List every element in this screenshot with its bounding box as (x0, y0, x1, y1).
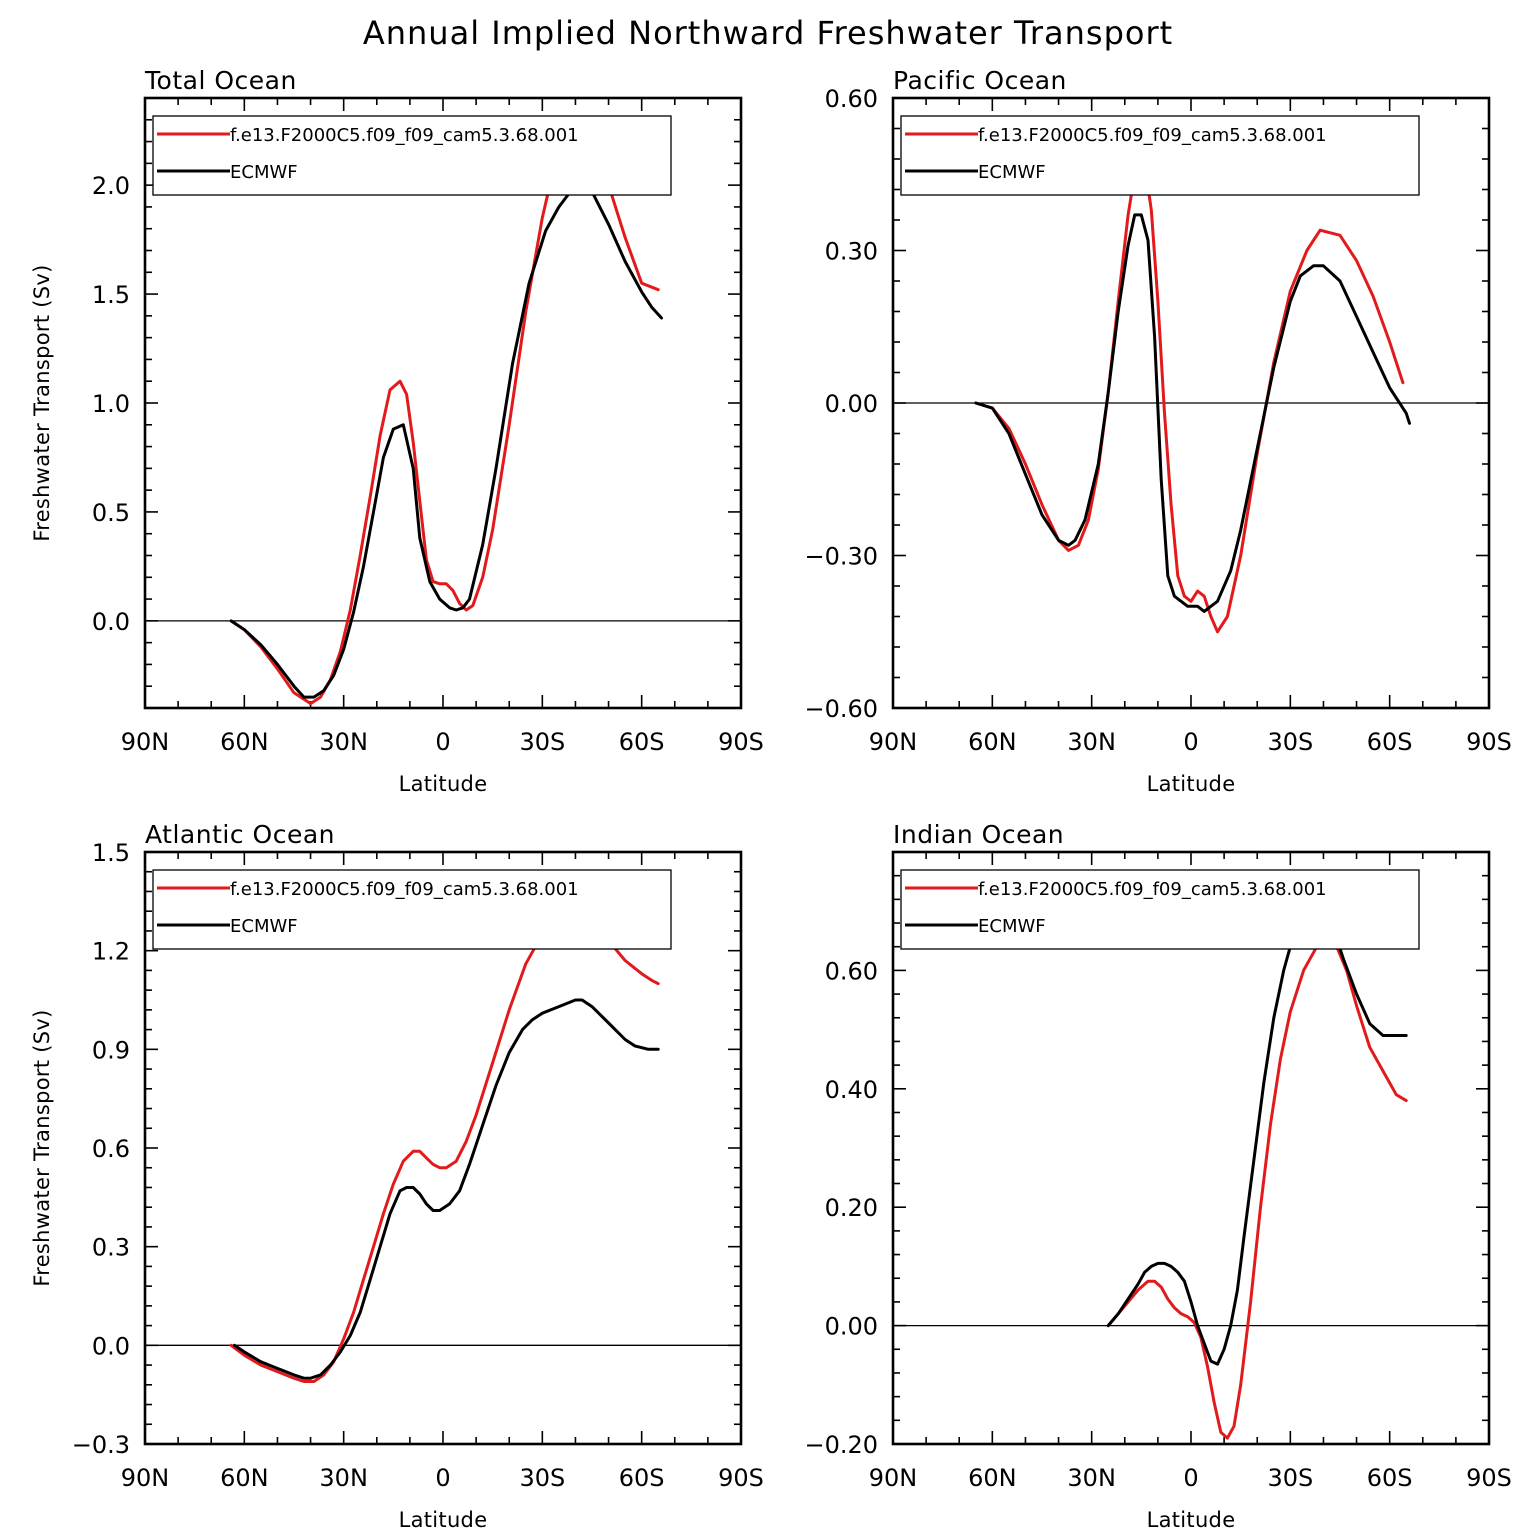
panel-total-ocean-y-tick-label: 1.0 (92, 390, 130, 418)
panel-pacific-ocean-x-tick-label: 60S (1367, 728, 1413, 756)
panel-indian-ocean: Indian Ocean 90N 60N 30N 0 30S 60S 90S −0.20 0.00… (804, 820, 1511, 1532)
panel-indian-ocean-legend (900, 869, 1420, 950)
panel-atlantic-ocean-y-tick-label: 0.6 (92, 1135, 130, 1163)
panel-indian-ocean-x-tick-label: 60N (968, 1464, 1017, 1492)
panel-pacific-ocean-x-tick-label: 30N (1067, 728, 1116, 756)
panel-indian-ocean-series-ecmwf (1106, 909, 1408, 1366)
panel-indian-ocean-x-tick-label: 30N (1067, 1464, 1116, 1492)
panel-indian-ocean-x-tick-label: 60S (1367, 1464, 1413, 1492)
panel-atlantic-ocean-x-tick-label: 60S (619, 1464, 665, 1492)
panel-atlantic-ocean-legend-label: ECMWF (230, 916, 298, 937)
panel-indian-ocean-x-axis-label: Latitude (1147, 1508, 1236, 1532)
panel-indian-ocean-y-tick-label: 0.40 (825, 1076, 878, 1104)
panel-pacific-ocean-x-tick-label: 0 (1183, 728, 1198, 756)
panel-pacific-ocean-series-f-e13-f2000c5-f09-f09-cam5-3-68-001 (974, 157, 1405, 634)
panel-pacific-ocean-y-tick-label: 0.30 (825, 238, 878, 266)
panel-pacific-ocean-y-tick-label: 0.60 (825, 85, 878, 113)
panel-total-ocean-frame (143, 96, 743, 710)
panel-pacific-ocean-legend-label: f.e13.F2000C5.f09_f09_cam5.3.68.001 (978, 125, 1327, 146)
panel-atlantic-ocean-x-axis-label: Latitude (399, 1508, 488, 1532)
panel-indian-ocean-x-tick-label: 0 (1183, 1464, 1198, 1492)
panel-indian-ocean-title: Indian Ocean (893, 820, 1064, 849)
panel-indian-ocean-frame (891, 850, 1491, 1446)
panel-pacific-ocean-title: Pacific Ocean (893, 66, 1067, 95)
panel-atlantic-ocean-x-tick-label: 30S (519, 1464, 565, 1492)
panel-pacific-ocean-x-tick-label: 60N (968, 728, 1017, 756)
panel-total-ocean-y-tick-label: 0.5 (92, 499, 130, 527)
panel-indian-ocean-y-tick-label: −0.20 (804, 1431, 878, 1459)
panel-pacific-ocean-x-tick-label: 30S (1267, 728, 1313, 756)
panel-total-ocean-legend-label: ECMWF (230, 162, 298, 183)
panel-total-ocean: Total Ocean 90N 60N 30N 0 30S 60S 90S 0.0 0.5 1.0 1… (30, 66, 764, 796)
panel-pacific-ocean-y-tick-label: 0.00 (825, 390, 878, 418)
panel-atlantic-ocean-y-tick-label: 0.0 (92, 1332, 130, 1360)
panel-indian-ocean-x-tick-label: 30S (1267, 1464, 1313, 1492)
panel-total-ocean-x-tick-label: 30N (319, 728, 368, 756)
panel-pacific-ocean-x-axis-label: Latitude (1147, 772, 1236, 796)
panel-atlantic-ocean-x-tick-label: 60N (220, 1464, 269, 1492)
panel-indian-ocean-series-f-e13-f2000c5-f09-f09-cam5-3-68-001 (1106, 939, 1408, 1440)
panel-atlantic-ocean-x-tick-label: 90N (121, 1464, 170, 1492)
panel-total-ocean-legend (152, 115, 672, 196)
panel-pacific-ocean-series-ecmwf (974, 213, 1411, 613)
panel-atlantic-ocean-title: Atlantic Ocean (145, 820, 335, 849)
panel-indian-ocean-legend-label: ECMWF (978, 916, 1046, 937)
panel-total-ocean-y-axis-label: Freshwater Transport (Sv) (30, 264, 54, 541)
panel-pacific-ocean-x-tick-label: 90S (1466, 728, 1512, 756)
panel-atlantic-ocean-x-tick-label: 30N (319, 1464, 368, 1492)
panel-atlantic-ocean-y-tick-label: 1.5 (92, 839, 130, 867)
panel-atlantic-ocean-y-axis-label: Freshwater Transport (Sv) (30, 1009, 54, 1286)
panel-atlantic-ocean-y-tick-label: −0.3 (72, 1431, 130, 1459)
panel-total-ocean-y-tick-label: 0.0 (92, 608, 130, 636)
panel-atlantic-ocean-series-f-e13-f2000c5-f09-f09-cam5-3-68-001 (229, 906, 660, 1383)
panel-total-ocean-x-tick-label: 90N (121, 728, 170, 756)
panel-pacific-ocean-frame (891, 96, 1491, 710)
panel-atlantic-ocean-legend (152, 869, 672, 950)
panel-indian-ocean-x-tick-label: 90N (869, 1464, 918, 1492)
panel-indian-ocean-legend-label: f.e13.F2000C5.f09_f09_cam5.3.68.001 (978, 879, 1327, 900)
panel-atlantic-ocean: Atlantic Ocean 90N 60N 30N 0 30S 60S 90S −0.3 0.0… (30, 820, 764, 1532)
panel-total-ocean-x-axis-label: Latitude (399, 772, 488, 796)
panel-pacific-ocean-legend-label: ECMWF (978, 162, 1046, 183)
panel-indian-ocean-x-tick-label: 90S (1466, 1464, 1512, 1492)
panel-pacific-ocean-legend (900, 115, 1420, 196)
panel-atlantic-ocean-y-tick-label: 0.9 (92, 1036, 130, 1064)
panel-total-ocean-x-tick-label: 60N (220, 728, 269, 756)
panel-indian-ocean-y-tick-label: 0.60 (825, 957, 878, 985)
panel-total-ocean-y-tick-label: 2.0 (92, 172, 130, 200)
figure-title: Annual Implied Northward Freshwater Tran… (363, 14, 1173, 52)
panel-pacific-ocean: Pacific Ocean 90N 60N 30N 0 30S 60S 90S −0.60 −0.… (804, 66, 1511, 796)
panel-total-ocean-x-tick-label: 90S (718, 728, 764, 756)
panel-pacific-ocean-x-tick-label: 90N (869, 728, 918, 756)
panel-atlantic-ocean-frame (143, 850, 743, 1446)
panel-atlantic-ocean-x-tick-label: 0 (435, 1464, 450, 1492)
panel-indian-ocean-y-tick-label: 0.00 (825, 1313, 878, 1341)
panel-atlantic-ocean-legend-label: f.e13.F2000C5.f09_f09_cam5.3.68.001 (230, 879, 579, 900)
panel-pacific-ocean-y-tick-label: −0.60 (804, 695, 878, 723)
panel-total-ocean-x-tick-label: 0 (435, 728, 450, 756)
panel-total-ocean-series-f-e13-f2000c5-f09-f09-cam5-3-68-001 (229, 118, 660, 706)
panel-total-ocean-x-tick-label: 30S (519, 728, 565, 756)
panel-total-ocean-x-tick-label: 60S (619, 728, 665, 756)
panel-total-ocean-y-tick-label: 1.5 (92, 281, 130, 309)
panel-total-ocean-series-ecmwf (229, 181, 663, 699)
panel-atlantic-ocean-y-tick-label: 1.2 (92, 938, 130, 966)
panel-atlantic-ocean-series-ecmwf (232, 998, 660, 1380)
panel-total-ocean-legend-label: f.e13.F2000C5.f09_f09_cam5.3.68.001 (230, 125, 579, 146)
panel-atlantic-ocean-y-tick-label: 0.3 (92, 1234, 130, 1262)
panel-pacific-ocean-y-tick-label: −0.30 (804, 543, 878, 571)
panel-atlantic-ocean-x-tick-label: 90S (718, 1464, 764, 1492)
panel-total-ocean-title: Total Ocean (144, 66, 297, 95)
panel-indian-ocean-y-tick-label: 0.20 (825, 1194, 878, 1222)
